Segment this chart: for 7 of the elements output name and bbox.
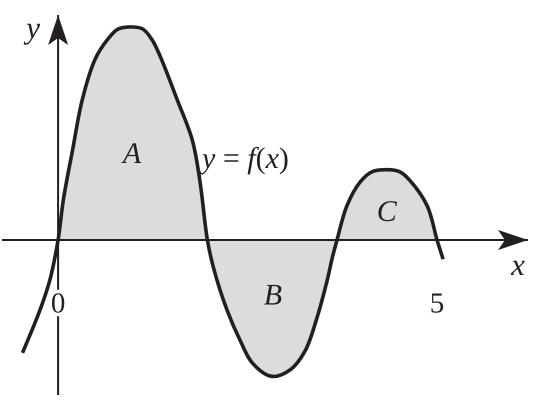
x-tick-label: 5 xyxy=(430,288,444,320)
annotation: B xyxy=(264,278,282,311)
annotation: A xyxy=(120,136,142,170)
x-axis-title: x xyxy=(510,247,526,282)
series-label: y = f(x) xyxy=(199,142,289,175)
y-axis-title: y xyxy=(23,10,40,45)
annotation: C xyxy=(376,194,398,228)
